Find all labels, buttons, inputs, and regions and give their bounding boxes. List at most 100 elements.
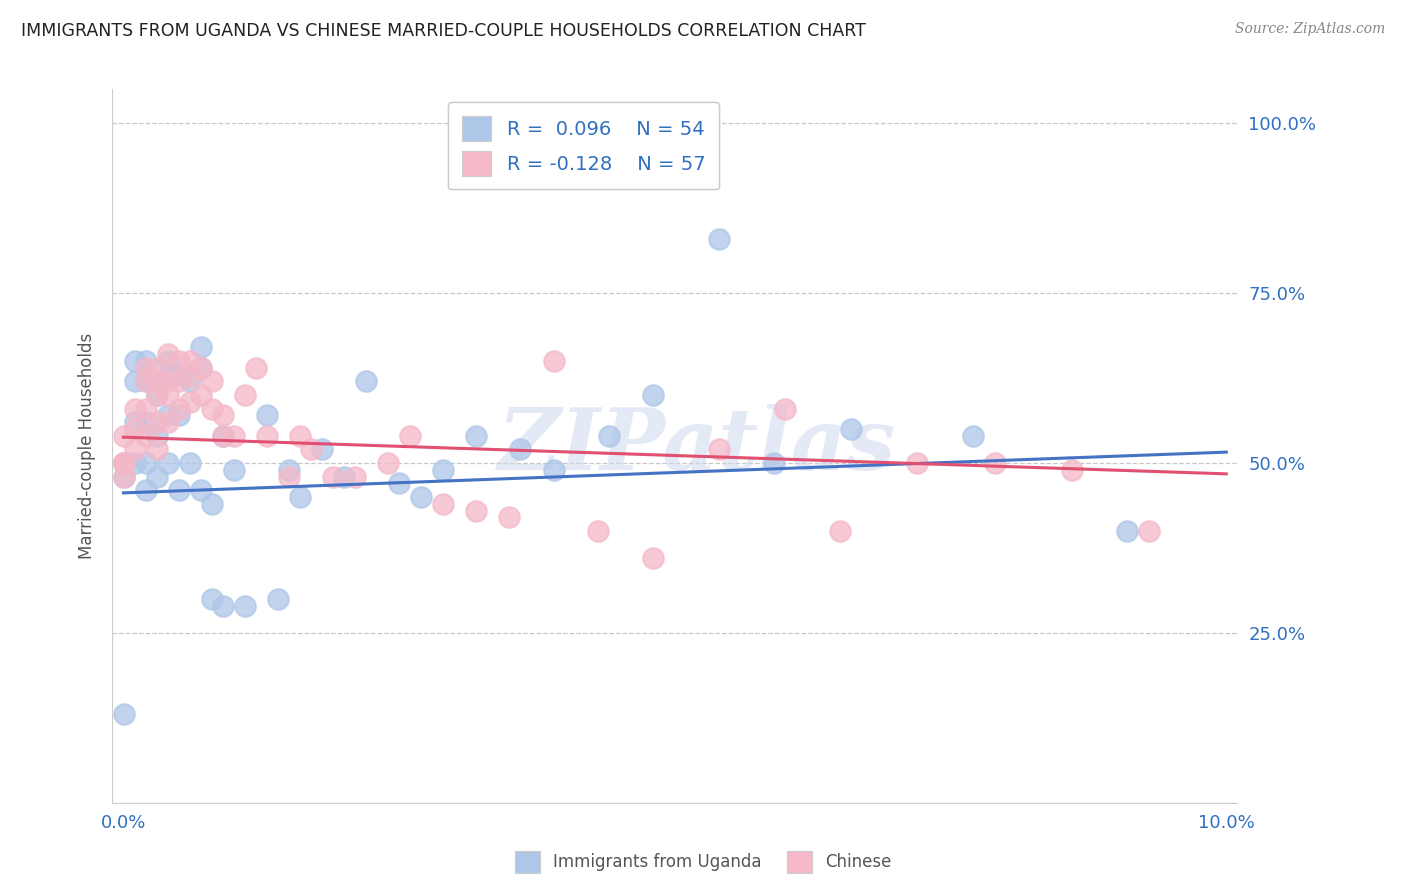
- Point: [167, 375, 190, 389]
- Point: [124, 354, 146, 368]
- Point: [135, 375, 157, 389]
- Point: [707, 232, 730, 246]
- Point: [145, 360, 167, 375]
- Point: [112, 429, 135, 443]
- Point: [598, 429, 620, 443]
- Point: [432, 497, 454, 511]
- Point: [299, 442, 322, 457]
- Point: [277, 469, 299, 483]
- Point: [112, 456, 135, 470]
- Point: [156, 347, 179, 361]
- Legend: R =  0.096    N = 54, R = -0.128    N = 57: R = 0.096 N = 54, R = -0.128 N = 57: [449, 103, 718, 189]
- Point: [411, 490, 433, 504]
- Point: [465, 429, 488, 443]
- Point: [1060, 463, 1083, 477]
- Point: [156, 409, 179, 423]
- Point: [156, 456, 179, 470]
- Point: [707, 442, 730, 457]
- Point: [344, 469, 367, 483]
- Point: [907, 456, 929, 470]
- Text: ZIPatlas: ZIPatlas: [498, 404, 897, 488]
- Point: [179, 456, 201, 470]
- Point: [156, 375, 179, 389]
- Point: [135, 354, 157, 368]
- Point: [233, 388, 256, 402]
- Point: [211, 409, 233, 423]
- Point: [112, 707, 135, 722]
- Legend: Immigrants from Uganda, Chinese: Immigrants from Uganda, Chinese: [508, 845, 898, 880]
- Point: [201, 375, 224, 389]
- Point: [201, 401, 224, 416]
- Point: [256, 429, 278, 443]
- Point: [167, 409, 190, 423]
- Point: [962, 429, 984, 443]
- Point: [388, 476, 411, 491]
- Point: [179, 394, 201, 409]
- Point: [322, 469, 344, 483]
- Point: [156, 354, 179, 368]
- Point: [1116, 524, 1139, 538]
- Point: [135, 456, 157, 470]
- Point: [222, 463, 245, 477]
- Point: [354, 375, 377, 389]
- Point: [432, 463, 454, 477]
- Point: [135, 401, 157, 416]
- Point: [288, 490, 311, 504]
- Point: [124, 442, 146, 457]
- Point: [586, 524, 609, 538]
- Point: [167, 483, 190, 498]
- Point: [288, 429, 311, 443]
- Point: [167, 368, 190, 382]
- Point: [124, 401, 146, 416]
- Point: [112, 456, 135, 470]
- Point: [145, 388, 167, 402]
- Point: [135, 429, 157, 443]
- Point: [124, 415, 146, 429]
- Point: [145, 442, 167, 457]
- Point: [543, 463, 565, 477]
- Point: [135, 415, 157, 429]
- Point: [112, 456, 135, 470]
- Point: [112, 456, 135, 470]
- Point: [179, 368, 201, 382]
- Point: [124, 375, 146, 389]
- Point: [124, 456, 146, 470]
- Point: [145, 375, 167, 389]
- Point: [509, 442, 531, 457]
- Point: [112, 469, 135, 483]
- Point: [377, 456, 399, 470]
- Point: [190, 360, 212, 375]
- Text: IMMIGRANTS FROM UGANDA VS CHINESE MARRIED-COUPLE HOUSEHOLDS CORRELATION CHART: IMMIGRANTS FROM UGANDA VS CHINESE MARRIE…: [21, 22, 866, 40]
- Point: [156, 388, 179, 402]
- Point: [256, 409, 278, 423]
- Point: [145, 388, 167, 402]
- Point: [399, 429, 422, 443]
- Point: [156, 415, 179, 429]
- Point: [145, 375, 167, 389]
- Point: [145, 415, 167, 429]
- Point: [773, 401, 796, 416]
- Point: [498, 510, 520, 524]
- Point: [167, 354, 190, 368]
- Point: [124, 422, 146, 436]
- Point: [333, 469, 356, 483]
- Point: [135, 483, 157, 498]
- Point: [211, 599, 233, 613]
- Point: [145, 469, 167, 483]
- Point: [167, 401, 190, 416]
- Point: [839, 422, 862, 436]
- Point: [983, 456, 1005, 470]
- Point: [201, 591, 224, 606]
- Point: [179, 375, 201, 389]
- Point: [267, 591, 290, 606]
- Point: [201, 497, 224, 511]
- Point: [277, 463, 299, 477]
- Point: [112, 469, 135, 483]
- Point: [830, 524, 852, 538]
- Y-axis label: Married-couple Households: Married-couple Households: [79, 333, 97, 559]
- Point: [763, 456, 786, 470]
- Point: [190, 388, 212, 402]
- Point: [543, 354, 565, 368]
- Point: [135, 375, 157, 389]
- Point: [211, 429, 233, 443]
